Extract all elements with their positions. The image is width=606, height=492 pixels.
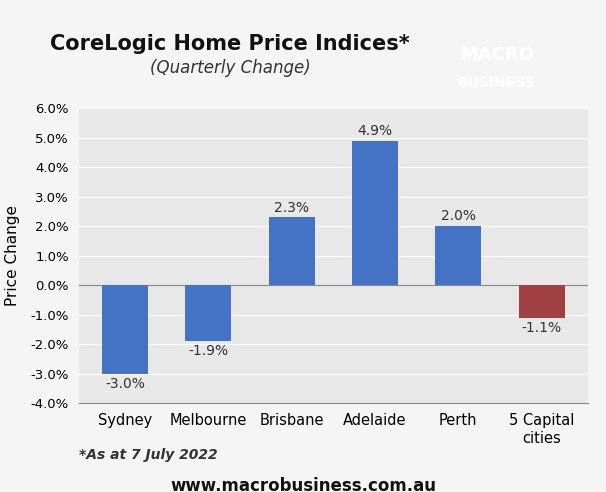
Bar [268, 217, 315, 285]
Text: *As at 7 July 2022: *As at 7 July 2022 [79, 448, 218, 461]
Text: CoreLogic Home Price Indices*: CoreLogic Home Price Indices* [50, 34, 410, 55]
Bar [185, 285, 231, 341]
Y-axis label: Price Change: Price Change [5, 205, 19, 307]
Bar [352, 141, 398, 285]
Text: (Quarterly Change): (Quarterly Change) [150, 59, 311, 77]
Bar [436, 226, 481, 285]
Text: MACRO: MACRO [460, 46, 534, 64]
Bar [519, 285, 565, 318]
Text: www.macrobusiness.com.au: www.macrobusiness.com.au [170, 477, 436, 492]
Text: 4.9%: 4.9% [358, 124, 393, 138]
Text: -1.9%: -1.9% [188, 344, 228, 358]
Text: 2.0%: 2.0% [441, 210, 476, 223]
Bar [102, 285, 148, 374]
Text: -3.0%: -3.0% [105, 377, 145, 391]
Text: -1.1%: -1.1% [522, 321, 562, 335]
Text: 2.3%: 2.3% [274, 201, 309, 215]
Text: BUSINESS: BUSINESS [458, 76, 536, 90]
